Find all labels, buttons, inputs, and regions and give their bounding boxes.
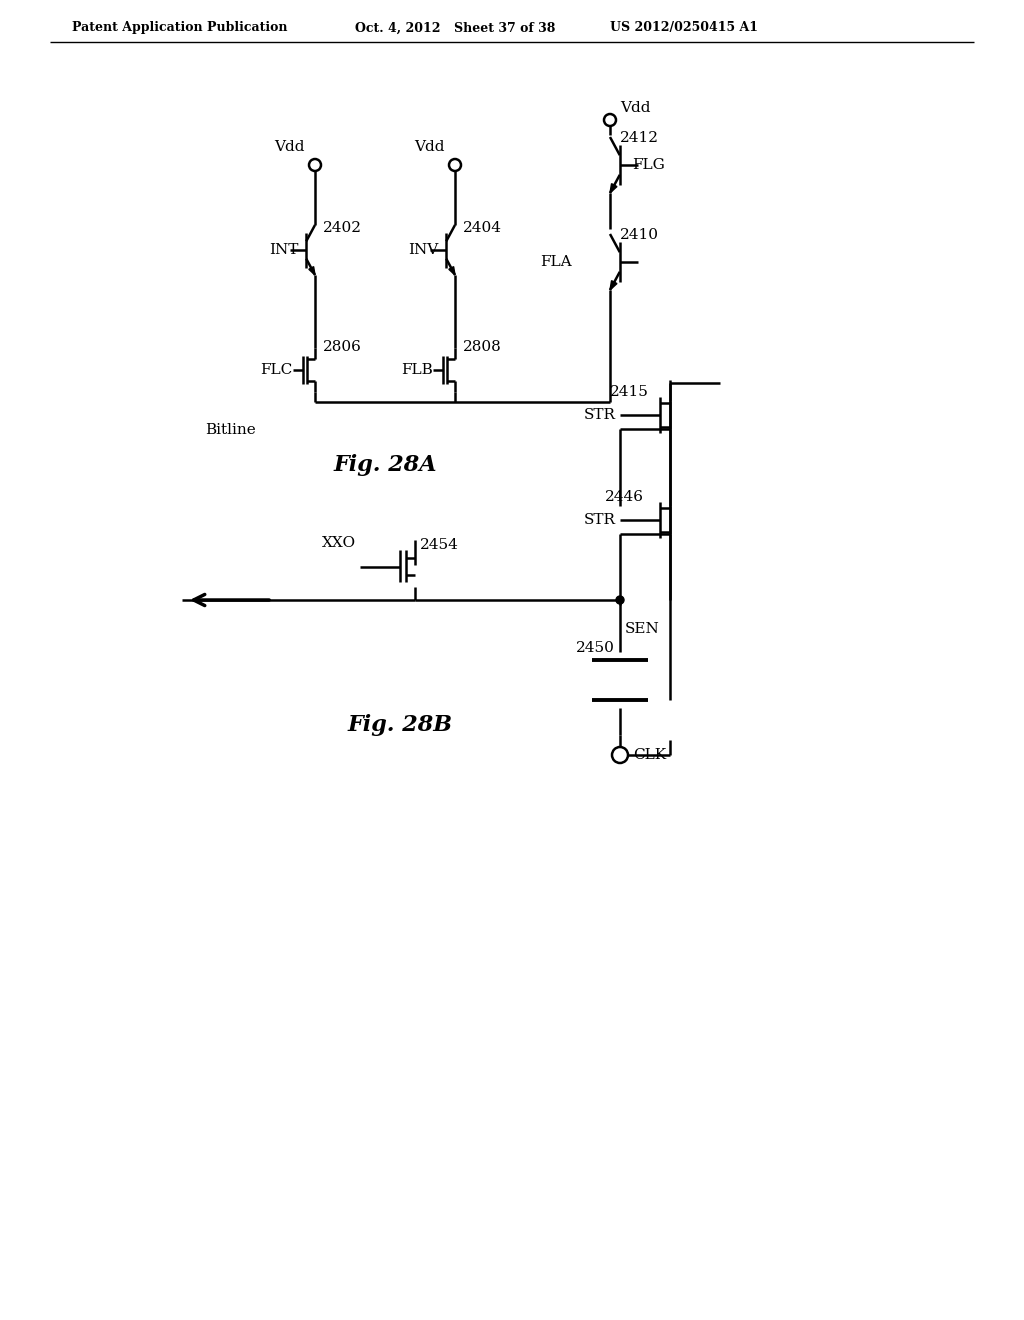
Text: Fig. 28B: Fig. 28B [347, 714, 453, 737]
Circle shape [616, 597, 624, 605]
Text: Bitline: Bitline [205, 422, 256, 437]
Text: Vdd: Vdd [415, 140, 445, 154]
Text: STR: STR [584, 408, 615, 422]
Polygon shape [610, 183, 616, 193]
Text: 2404: 2404 [463, 220, 502, 235]
Text: 2808: 2808 [463, 341, 502, 354]
Text: Fig. 28A: Fig. 28A [333, 454, 437, 477]
Text: Oct. 4, 2012: Oct. 4, 2012 [355, 21, 440, 34]
Text: Vdd: Vdd [620, 102, 650, 115]
Text: 2402: 2402 [323, 220, 362, 235]
Polygon shape [309, 267, 315, 275]
Text: 2806: 2806 [323, 341, 361, 354]
Text: INT: INT [269, 243, 298, 257]
Text: 2412: 2412 [620, 132, 659, 145]
Text: Vdd: Vdd [274, 140, 305, 154]
Polygon shape [449, 267, 455, 275]
Text: 2410: 2410 [620, 228, 659, 243]
Text: INV: INV [408, 243, 438, 257]
Text: FLA: FLA [541, 255, 571, 269]
Polygon shape [610, 281, 616, 290]
Text: US 2012/0250415 A1: US 2012/0250415 A1 [610, 21, 758, 34]
Text: Sheet 37 of 38: Sheet 37 of 38 [454, 21, 555, 34]
Text: SEN: SEN [625, 622, 659, 636]
Text: Patent Application Publication: Patent Application Publication [72, 21, 288, 34]
Text: FLC: FLC [261, 363, 293, 378]
Text: 2450: 2450 [577, 642, 615, 655]
Text: CLK: CLK [633, 748, 667, 762]
Text: FLB: FLB [401, 363, 433, 378]
Text: 2454: 2454 [420, 539, 459, 552]
Text: XXO: XXO [322, 536, 356, 550]
Text: 2415: 2415 [610, 385, 649, 400]
Text: 2446: 2446 [604, 491, 644, 504]
Text: FLG: FLG [632, 158, 665, 172]
Text: STR: STR [584, 513, 615, 527]
